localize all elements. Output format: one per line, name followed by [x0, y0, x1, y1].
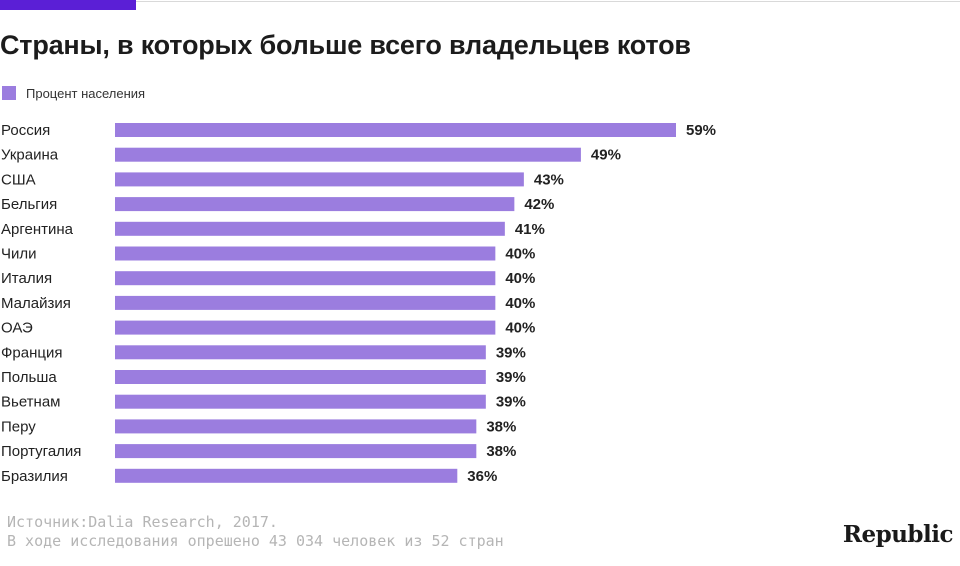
bar	[115, 147, 581, 162]
value-label: 36%	[467, 468, 497, 485]
legend: Процент населения	[2, 84, 145, 102]
brand-accent-bar	[0, 0, 136, 10]
category-label: Вьетнам	[1, 394, 60, 411]
value-label: 40%	[505, 246, 535, 263]
bar	[115, 345, 486, 360]
category-label: США	[1, 171, 36, 188]
bar	[115, 444, 477, 459]
value-label: 39%	[496, 369, 526, 386]
bar	[115, 271, 496, 286]
survey-note: В ходе исследования опрешено 43 034 чело…	[7, 532, 504, 550]
bar	[115, 221, 505, 236]
top-divider	[0, 1, 960, 2]
bar	[115, 246, 496, 261]
category-label: Украина	[1, 147, 59, 164]
category-label: ОАЭ	[1, 320, 33, 337]
bar	[115, 419, 477, 434]
category-label: Бразилия	[1, 468, 68, 485]
value-label: 40%	[505, 295, 535, 312]
value-label: 39%	[496, 394, 526, 411]
category-label: Малайзия	[1, 295, 71, 312]
bar-chart: Россия 59% Украина 49% США 43% Бельгия 42% Арген…	[1, 122, 716, 485]
bar	[115, 370, 486, 384]
category-label: Португалия	[1, 443, 81, 460]
chart-title: Страны, в которых больше всего владельце…	[0, 30, 691, 60]
value-label: 39%	[496, 344, 526, 361]
bar	[115, 320, 496, 335]
value-label: 43%	[534, 171, 564, 188]
value-label: 38%	[486, 418, 516, 435]
bar	[115, 197, 515, 212]
republic-logo: Republic	[842, 521, 954, 548]
category-label: Перу	[1, 418, 36, 435]
bar	[115, 394, 486, 409]
category-label: Бельгия	[1, 196, 57, 213]
category-label: Аргентина	[1, 221, 74, 238]
value-label: 49%	[591, 147, 621, 164]
source-note: Источник:Dalia Research, 2017.	[7, 513, 278, 531]
category-label: Россия	[1, 122, 50, 139]
value-label: 38%	[486, 443, 516, 460]
value-label: 41%	[515, 221, 545, 238]
value-label: 42%	[524, 196, 554, 213]
bar	[115, 123, 676, 137]
bar	[115, 295, 496, 310]
value-label: 40%	[505, 320, 535, 337]
value-label: 59%	[686, 122, 716, 139]
legend-label: Процент населения	[26, 85, 146, 101]
category-label: Польша	[1, 369, 57, 386]
category-label: Чили	[1, 246, 37, 263]
bar	[115, 468, 458, 483]
category-label: Франция	[1, 344, 62, 361]
legend-swatch	[2, 86, 16, 100]
category-label: Италия	[1, 270, 52, 287]
value-label: 40%	[505, 270, 535, 287]
bar	[115, 172, 524, 187]
